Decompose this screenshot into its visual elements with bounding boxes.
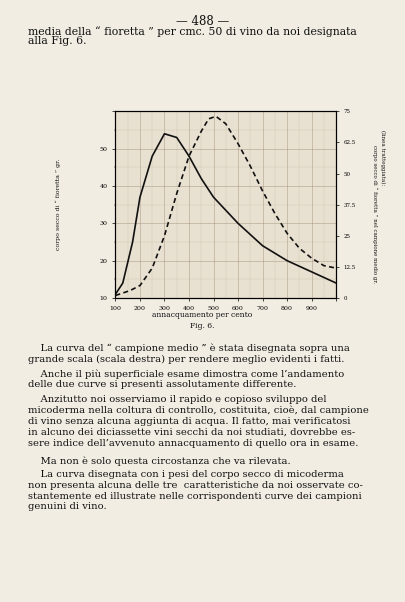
Text: corpo secco di “ fioretta ” nel campione medio gr.: corpo secco di “ fioretta ” nel campione… <box>372 145 377 283</box>
Text: Fig. 6.: Fig. 6. <box>190 322 215 330</box>
Text: Anche il più superficiale esame dimostra come l’andamento
delle due curve si pre: Anche il più superficiale esame dimostra… <box>28 369 345 389</box>
Text: — 488 —: — 488 — <box>176 15 229 28</box>
Text: La curva disegnata con i pesi del corpo secco di micoderma
non presenta alcuna d: La curva disegnata con i pesi del corpo … <box>28 470 363 512</box>
Text: annacquamento per cento: annacquamento per cento <box>152 311 253 319</box>
Text: Ma non è solo questa circostanza che va rilevata.: Ma non è solo questa circostanza che va … <box>28 456 291 465</box>
Text: Anzitutto noi osserviamo il rapido e copioso sviluppo del
micoderma nella coltur: Anzitutto noi osserviamo il rapido e cop… <box>28 395 369 447</box>
Text: (linea tratteggiata):: (linea tratteggiata): <box>380 131 386 185</box>
Text: media della “ fioretta ” per cmc. 50 di vino da noi designata: media della “ fioretta ” per cmc. 50 di … <box>28 26 357 37</box>
Text: alla Fig. 6.: alla Fig. 6. <box>28 36 87 46</box>
Text: corpo secco di “ fioretta ” gr.: corpo secco di “ fioretta ” gr. <box>56 159 62 250</box>
Text: La curva del “ campione medio ” è stata disegnata sopra una
grande scala (scala : La curva del “ campione medio ” è stata … <box>28 343 350 364</box>
